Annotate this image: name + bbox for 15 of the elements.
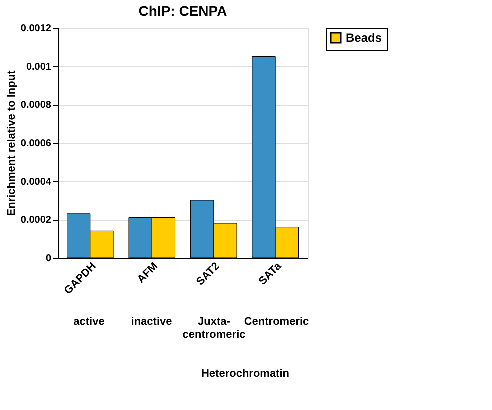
y-tick-label: 0	[46, 254, 52, 264]
y-tick-label: 0.0008	[20, 100, 52, 112]
y-axis-title: Enrichment relative to Input	[6, 70, 18, 216]
y-tick-label: 0.001	[26, 62, 52, 73]
chart-title: ChIP: CENPA	[138, 3, 228, 19]
legend-label: Beads	[346, 31, 382, 45]
text: Heterochromatin	[201, 368, 290, 380]
y-tick-label: 0.0004	[20, 176, 52, 188]
y-tick-label: 0.0012	[20, 24, 52, 34]
y-tick-label: 0.0006	[20, 138, 52, 150]
text: inactive	[131, 316, 172, 328]
text: Centromeric	[244, 316, 310, 328]
text: active	[74, 316, 105, 328]
y-tick-label: 0.0002	[20, 215, 52, 226]
text: Juxta-centromeric	[182, 316, 246, 341]
